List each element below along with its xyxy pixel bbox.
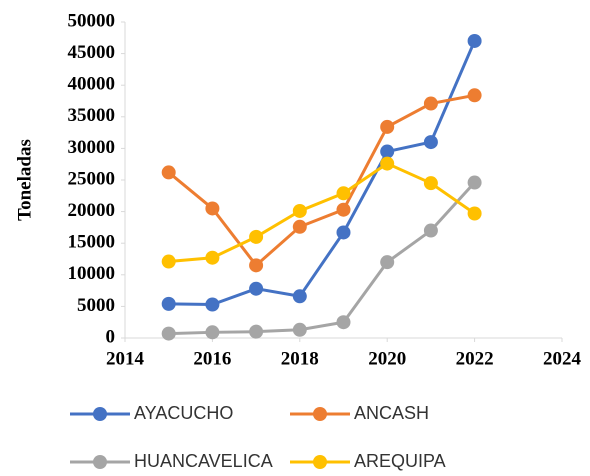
data-point bbox=[423, 96, 438, 111]
legend-label: ANCASH bbox=[354, 403, 429, 423]
data-point bbox=[205, 297, 220, 312]
data-point bbox=[292, 203, 307, 218]
legend-marker bbox=[313, 455, 327, 469]
y-tick-label: 35000 bbox=[68, 105, 116, 126]
y-axis-label: Toneladas bbox=[14, 139, 35, 221]
data-point bbox=[205, 201, 220, 216]
x-tick-label: 2014 bbox=[106, 348, 145, 369]
data-point bbox=[336, 225, 351, 240]
data-point bbox=[292, 322, 307, 337]
data-point bbox=[161, 165, 176, 180]
data-point bbox=[380, 144, 395, 159]
data-point bbox=[249, 281, 264, 296]
y-tick-label: 5000 bbox=[77, 295, 115, 316]
data-point bbox=[161, 326, 176, 341]
series-line bbox=[168, 40, 476, 307]
x-tick-label: 2022 bbox=[456, 348, 494, 369]
data-point bbox=[292, 219, 307, 234]
data-point bbox=[380, 255, 395, 270]
data-point bbox=[249, 324, 264, 339]
data-point bbox=[336, 202, 351, 217]
y-tick-label: 0 bbox=[106, 326, 116, 347]
data-point bbox=[467, 175, 482, 190]
data-point bbox=[336, 315, 351, 330]
data-point bbox=[423, 176, 438, 191]
x-tick-label: 2018 bbox=[281, 348, 319, 369]
legend-label: AREQUIPA bbox=[354, 451, 446, 471]
x-tick-label: 2016 bbox=[193, 348, 231, 369]
y-tick-label: 40000 bbox=[68, 74, 116, 95]
y-tick-label: 20000 bbox=[68, 200, 116, 221]
data-point bbox=[467, 206, 482, 221]
data-point bbox=[205, 325, 220, 340]
y-tick-label: 15000 bbox=[68, 232, 116, 253]
data-point bbox=[161, 296, 176, 311]
legend-marker bbox=[313, 407, 327, 421]
y-tick-label: 25000 bbox=[68, 168, 116, 189]
data-point bbox=[292, 289, 307, 304]
legend-marker bbox=[93, 407, 107, 421]
data-point bbox=[336, 186, 351, 201]
data-point bbox=[423, 135, 438, 150]
x-tick-label: 2020 bbox=[368, 348, 406, 369]
data-point bbox=[161, 254, 176, 269]
data-point bbox=[467, 88, 482, 103]
data-point bbox=[423, 223, 438, 238]
data-point bbox=[380, 119, 395, 134]
data-point bbox=[249, 258, 264, 273]
y-tick-label: 30000 bbox=[68, 137, 116, 158]
legend-label: AYACUCHO bbox=[134, 403, 233, 423]
data-point bbox=[205, 250, 220, 265]
legend-marker bbox=[93, 455, 107, 469]
series-line bbox=[168, 161, 476, 264]
x-tick-label: 2024 bbox=[543, 348, 582, 369]
legend-label: HUANCAVELICA bbox=[134, 451, 273, 471]
data-point bbox=[249, 229, 264, 244]
data-point bbox=[380, 156, 395, 171]
data-point bbox=[467, 33, 482, 48]
y-tick-label: 45000 bbox=[68, 42, 116, 63]
series-line bbox=[168, 181, 476, 336]
y-tick-label: 50000 bbox=[68, 10, 116, 31]
y-tick-label: 10000 bbox=[68, 263, 116, 284]
series-line bbox=[167, 93, 475, 268]
